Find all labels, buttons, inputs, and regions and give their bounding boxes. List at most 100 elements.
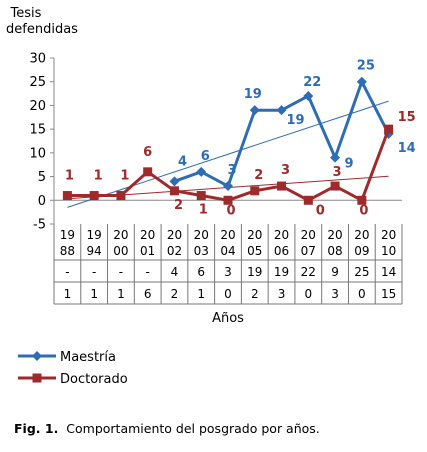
y-axis-label-line1: Tesis xyxy=(10,6,42,21)
table-cell-maestria: 6 xyxy=(197,265,205,279)
x-tick-label-bottom: 88 xyxy=(60,244,75,258)
data-label-maestria: 4 xyxy=(178,154,187,169)
x-tick-label-bottom: 06 xyxy=(274,244,289,258)
table-cell-doctorado: 1 xyxy=(197,287,205,301)
line-chart: Tesisdefendidas-505101520253019881994200… xyxy=(6,6,416,387)
table-cell-doctorado: 0 xyxy=(358,287,366,301)
data-point-maestria xyxy=(276,105,287,116)
x-tick-label-top: 20 xyxy=(167,228,182,242)
x-tick-label-bottom: 02 xyxy=(167,244,182,258)
table-cell-doctorado: 6 xyxy=(144,287,152,301)
x-tick-label-bottom: 00 xyxy=(113,244,128,258)
data-label-maestria: 6 xyxy=(201,149,210,164)
figure-caption: Fig. 1. Comportamiento del posgrado por … xyxy=(14,421,320,436)
data-label-doctorado: 0 xyxy=(359,203,368,218)
data-point-doctorado xyxy=(223,195,233,205)
x-tick-label-top: 20 xyxy=(354,228,369,242)
table-cell-maestria: 25 xyxy=(354,265,369,279)
y-axis-label-line2: defendidas xyxy=(6,22,78,37)
data-point-maestria xyxy=(196,166,207,177)
y-tick-label: 0 xyxy=(38,194,46,209)
data-point-maestria xyxy=(169,176,180,187)
data-point-maestria xyxy=(330,152,341,163)
data-point-doctorado xyxy=(277,181,287,191)
data-label-doctorado: 0 xyxy=(316,203,325,218)
table-cell-doctorado: 2 xyxy=(251,287,259,301)
x-tick-label-bottom: 04 xyxy=(220,244,235,258)
data-label-maestria: 19 xyxy=(286,113,304,128)
x-tick-label-bottom: 09 xyxy=(354,244,369,258)
data-label-doctorado: 2 xyxy=(174,198,183,213)
data-point-doctorado xyxy=(196,191,206,201)
data-label-maestria: 19 xyxy=(244,87,262,102)
data-point-maestria xyxy=(223,181,233,192)
table-cell-doctorado: 1 xyxy=(90,287,98,301)
data-label-maestria: 14 xyxy=(398,141,416,156)
table-cell-doctorado: 2 xyxy=(171,287,179,301)
x-tick-label-bottom: 05 xyxy=(247,244,262,258)
data-point-maestria xyxy=(303,90,314,101)
data-label-maestria: 3 xyxy=(227,163,236,178)
caption-label: Fig. 1. xyxy=(14,421,59,436)
data-label-doctorado: 1 xyxy=(120,169,129,184)
data-point-doctorado xyxy=(89,191,99,201)
table-cell-maestria: 4 xyxy=(171,265,179,279)
legend-label-maestria: Maestría xyxy=(60,350,116,365)
x-tick-label-top: 20 xyxy=(140,228,155,242)
data-point-maestria xyxy=(249,105,260,116)
x-tick-label-bottom: 10 xyxy=(381,244,396,258)
data-point-doctorado xyxy=(384,124,394,134)
data-point-doctorado xyxy=(357,195,367,205)
x-tick-label-top: 20 xyxy=(220,228,235,242)
legend-marker-maestria xyxy=(32,351,42,361)
x-tick-label-top: 20 xyxy=(327,228,342,242)
x-tick-label-top: 20 xyxy=(274,228,289,242)
table-cell-maestria: 9 xyxy=(331,265,339,279)
x-tick-label-top: 19 xyxy=(87,228,102,242)
table-cell-maestria: 14 xyxy=(381,265,396,279)
table-cell-doctorado: 3 xyxy=(278,287,286,301)
x-tick-label-top: 20 xyxy=(381,228,396,242)
table-cell-maestria: - xyxy=(65,265,69,279)
y-tick-label: 30 xyxy=(29,52,46,67)
x-tick-label-bottom: 08 xyxy=(327,244,342,258)
data-label-maestria: 25 xyxy=(357,59,375,74)
x-axis-label: Años xyxy=(212,311,244,326)
caption-text: Comportamiento del posgrado por años. xyxy=(66,421,320,436)
x-tick-label-bottom: 07 xyxy=(301,244,316,258)
y-tick-label: 15 xyxy=(29,123,46,138)
table-cell-maestria: - xyxy=(119,265,123,279)
table-cell-doctorado: 3 xyxy=(331,287,339,301)
data-label-maestria: 22 xyxy=(303,75,321,90)
x-tick-label-top: 20 xyxy=(247,228,262,242)
y-tick-label: -5 xyxy=(33,218,46,233)
data-label-doctorado: 6 xyxy=(143,145,152,160)
data-label-doctorado: 1 xyxy=(65,169,74,184)
data-label-doctorado: 15 xyxy=(398,110,416,125)
data-label-doctorado: 0 xyxy=(226,203,235,218)
x-tick-label-top: 20 xyxy=(113,228,128,242)
legend-marker-doctorado xyxy=(32,373,42,383)
table-cell-doctorado: 0 xyxy=(224,287,232,301)
data-point-doctorado xyxy=(169,186,179,196)
table-cell-maestria: 3 xyxy=(224,265,232,279)
x-tick-label-top: 19 xyxy=(60,228,75,242)
x-tick-label-bottom: 94 xyxy=(87,244,102,258)
y-tick-label: 5 xyxy=(38,170,46,185)
table-cell-doctorado: 15 xyxy=(381,287,396,301)
data-point-doctorado xyxy=(62,191,72,201)
table-cell-doctorado: 0 xyxy=(304,287,312,301)
data-label-maestria: 9 xyxy=(345,157,354,172)
table-cell-maestria: 19 xyxy=(247,265,262,279)
data-label-doctorado: 3 xyxy=(281,163,290,178)
y-tick-label: 20 xyxy=(29,99,46,114)
trendline-maestria xyxy=(67,100,389,208)
data-point-maestria xyxy=(356,76,367,87)
x-tick-label-top: 20 xyxy=(301,228,316,242)
y-tick-label: 25 xyxy=(29,75,46,90)
data-label-doctorado: 2 xyxy=(254,168,263,183)
data-label-doctorado: 3 xyxy=(333,165,342,180)
x-tick-label-top: 20 xyxy=(194,228,209,242)
table-cell-maestria: - xyxy=(146,265,150,279)
data-point-doctorado xyxy=(330,181,340,191)
